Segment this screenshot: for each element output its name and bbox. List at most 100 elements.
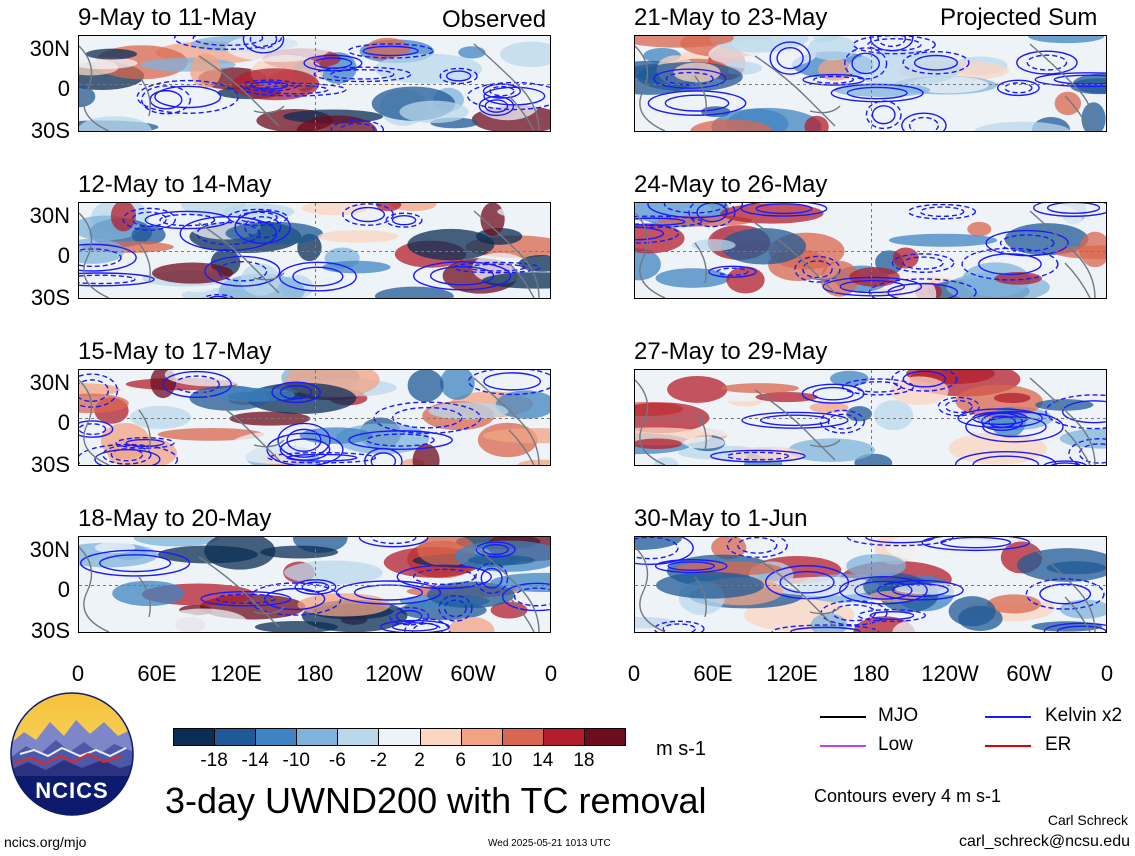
kelvin-contour — [779, 570, 835, 594]
coastline — [138, 409, 151, 451]
shaded-anomaly — [297, 593, 391, 617]
kelvin-contour — [1039, 583, 1092, 605]
projected-label: Projected Sum — [940, 4, 1098, 31]
kelvin-contour — [483, 86, 546, 106]
kelvin-contour — [954, 450, 1057, 465]
kelvin-contour — [776, 46, 804, 70]
kelvin-contour — [445, 70, 472, 82]
shaded-anomaly — [260, 545, 339, 559]
coastline — [138, 576, 151, 618]
kelvin-contour — [79, 423, 107, 436]
lon-tick: 0 — [627, 661, 641, 686]
kelvin-contour — [243, 82, 347, 97]
kelvin-contour — [854, 381, 902, 393]
coastline — [79, 212, 110, 298]
kelvin-contour — [852, 36, 936, 55]
colorbar-label: -14 — [241, 750, 269, 771]
footer-email: carl_schreck@ncsu.edu — [959, 833, 1130, 850]
coastline — [754, 222, 836, 294]
kelvin-contour — [350, 206, 386, 223]
kelvin-contour — [794, 255, 841, 283]
kelvin-contour — [908, 116, 939, 131]
shaded-anomaly — [190, 53, 222, 89]
kelvin-contour — [865, 537, 936, 544]
kelvin-contour — [79, 248, 122, 268]
kelvin-contour — [891, 370, 958, 392]
kelvin-contour — [238, 211, 278, 224]
lon-tick: 60W — [450, 661, 496, 686]
kelvin-contour — [839, 575, 928, 605]
footer-timestamp: Wed 2025-05-21 1013 UTC — [488, 838, 611, 849]
kelvin-contour — [1068, 438, 1106, 465]
kelvin-contour — [790, 626, 861, 632]
lat-tick-eq: 0 — [57, 410, 70, 435]
shaded-anomaly — [518, 255, 550, 272]
kelvin-contour — [358, 537, 429, 548]
kelvin-contour — [467, 263, 526, 272]
shaded-anomaly — [691, 239, 736, 252]
kelvin-contour — [217, 260, 268, 282]
shaded-anomaly — [284, 560, 383, 585]
colorbar-swatch — [255, 728, 298, 746]
colorbar-label: 2 — [414, 750, 425, 771]
shaded-anomaly — [131, 225, 166, 245]
contours-note: Contours every 4 m s-1 — [814, 786, 1002, 806]
lat-tick-30n: 30N — [29, 36, 70, 61]
coastline — [635, 212, 666, 298]
map-panel-observed-1 — [78, 35, 551, 132]
colorbar-swatch — [542, 728, 585, 746]
kelvin-contour — [869, 610, 915, 620]
kelvin-contour — [115, 437, 175, 449]
colorbar-swatch — [214, 728, 257, 746]
lat-tick-30s: 30S — [30, 118, 70, 143]
colorbar-swatch — [337, 728, 380, 746]
panel-title: 12-May to 14-May — [78, 171, 272, 198]
shaded-anomaly — [133, 537, 219, 547]
legend-label-mjo: MJO — [878, 705, 919, 726]
shaded-anomaly — [994, 272, 1043, 285]
shaded-anomaly — [85, 48, 138, 60]
lat-tick-30n: 30N — [29, 537, 70, 562]
field-plot — [79, 537, 550, 632]
coastline — [694, 242, 707, 284]
panel-title: 27-May to 29-May — [634, 338, 828, 365]
kelvin-contour — [244, 216, 282, 239]
shaded-anomaly — [79, 116, 152, 131]
kelvin-contour — [208, 295, 229, 298]
kelvin-contour — [999, 234, 1055, 252]
kelvin-contour — [635, 217, 686, 226]
kelvin-contour — [635, 537, 694, 566]
colorbar-swatch — [501, 728, 544, 746]
shaded-anomaly — [399, 100, 469, 124]
kelvin-contour — [482, 543, 509, 556]
shaded-anomaly — [375, 203, 402, 212]
kelvin-contour — [385, 212, 423, 228]
kelvin-contour — [279, 438, 331, 461]
shaded-anomaly — [79, 85, 96, 108]
coastline — [1064, 95, 1091, 131]
map-panel-observed-2 — [78, 202, 551, 299]
kelvin-contour — [478, 95, 515, 117]
coastline — [694, 409, 707, 451]
coastline — [694, 75, 707, 117]
shaded-anomaly — [721, 227, 807, 265]
colorbar-label: -2 — [370, 750, 387, 771]
kelvin-contour — [844, 47, 888, 80]
colorbar-label: 18 — [573, 750, 595, 771]
kelvin-contour — [79, 549, 191, 577]
kelvin-contour — [868, 278, 977, 298]
kelvin-contour — [413, 261, 512, 291]
coastline — [635, 546, 666, 632]
colorbar-swatch — [419, 728, 462, 746]
kelvin-contour — [869, 36, 914, 52]
shaded-anomaly — [1028, 36, 1105, 44]
colorbar-label: -6 — [328, 750, 346, 771]
kelvin-contour — [110, 448, 144, 462]
legend-label-low: Low — [878, 734, 913, 755]
field-plot — [79, 370, 550, 465]
kelvin-contour — [1026, 54, 1068, 71]
kelvin-contour — [919, 206, 965, 218]
kelvin-contour — [391, 622, 438, 632]
kelvin-contour — [370, 452, 397, 465]
kelvin-contour — [662, 623, 696, 632]
